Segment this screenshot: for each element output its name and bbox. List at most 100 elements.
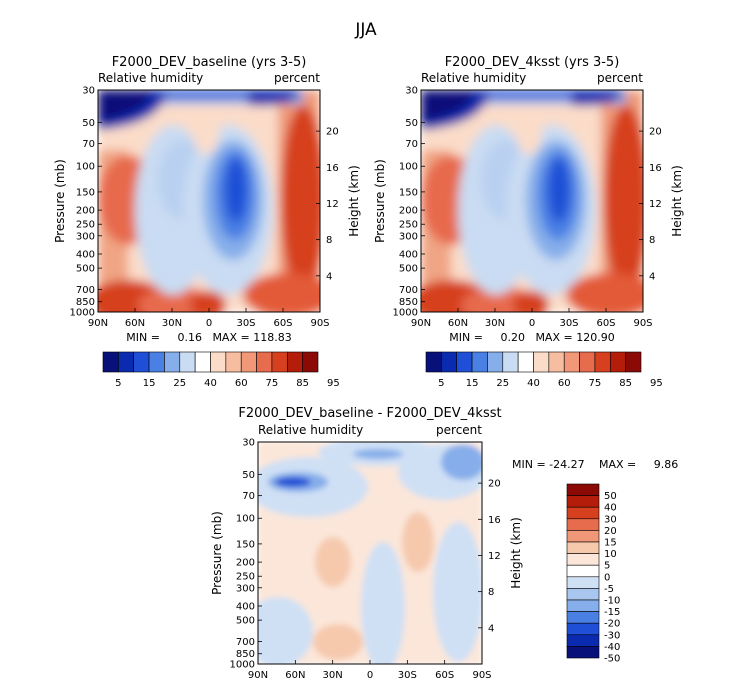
colorbar-swatch — [164, 351, 181, 373]
colorbar-label: 25 — [173, 378, 186, 389]
x-tick-label: 90N — [88, 318, 108, 329]
contour-field — [258, 442, 482, 664]
stats-max: MAX = 9.86 — [599, 458, 678, 471]
y-tick-label: 500 — [236, 616, 255, 627]
stats-text: MIN = 0.16 MAX = 118.83 — [126, 331, 291, 344]
y-right-tick-label: 4 — [488, 623, 494, 634]
y-tick-label: 200 — [76, 206, 95, 217]
colorbar-swatch — [594, 351, 611, 373]
variable-label: Relative humidity — [421, 71, 526, 85]
colorbar-label: 15 — [143, 378, 156, 389]
colorbar-label: 85 — [296, 378, 309, 389]
y-right-tick-label: 16 — [326, 163, 339, 174]
contour-field — [421, 90, 643, 312]
x-axis: 90N 60N 30N 0 30S 60S 90S — [88, 308, 330, 329]
colorbar-swatch — [566, 553, 600, 566]
panel-difference: F2000_DEV_baseline - F2000_DEV_4ksst Rel… — [210, 406, 678, 681]
colorbar-swatch — [517, 351, 534, 373]
colorbar-swatch — [502, 351, 519, 373]
colorbar-label: 75 — [589, 378, 602, 389]
y-tick-label: 30 — [82, 86, 95, 97]
colorbar-label: -40 — [604, 642, 620, 653]
y-axis-title: Pressure (mb) — [210, 511, 224, 595]
colorbar-label: 10 — [604, 549, 617, 560]
y-tick-label: 100 — [236, 514, 255, 525]
colorbar-swatch — [566, 611, 600, 624]
y-tick-label: 100 — [399, 162, 418, 173]
y-right-tick-label: 16 — [649, 163, 662, 174]
x-tick-label: 30N — [485, 318, 505, 329]
y-right-tick-label: 12 — [326, 199, 339, 210]
y-tick-label: 300 — [236, 583, 255, 594]
x-tick-label: 30S — [559, 318, 578, 329]
y-tick-label: 1000 — [230, 660, 255, 671]
colorbar: 5 15 25 40 60 75 85 95 — [425, 351, 663, 389]
colorbar-swatch — [179, 351, 196, 373]
y-tick-label: 400 — [76, 249, 95, 260]
colorbar-swatch — [471, 351, 488, 373]
x-tick-label: 30N — [162, 318, 182, 329]
colorbar-label: 85 — [619, 378, 632, 389]
y-tick-label: 200 — [399, 206, 418, 217]
colorbar-swatch — [566, 495, 600, 508]
y-axis-title: Pressure (mb) — [53, 159, 67, 243]
colorbar-label: -20 — [604, 619, 620, 630]
x-tick-label: 0 — [206, 318, 212, 329]
colorbar-label: -30 — [604, 630, 620, 641]
y-tick-label: 300 — [76, 231, 95, 242]
y-right-tick-label: 12 — [488, 551, 501, 562]
panel-title: F2000_DEV_baseline - F2000_DEV_4ksst — [238, 406, 501, 421]
colorbar-label: 5 — [115, 378, 121, 389]
x-tick-label: 90S — [472, 670, 491, 681]
y-tick-label: 700 — [399, 285, 418, 296]
y-tick-label: 150 — [236, 539, 255, 550]
colorbar-swatch — [210, 351, 227, 373]
y-tick-label: 850 — [76, 297, 95, 308]
colorbar-label: 40 — [527, 378, 540, 389]
y-tick-label: 250 — [76, 220, 95, 231]
x-tick-label: 90S — [633, 318, 652, 329]
y-tick-label: 100 — [76, 162, 95, 173]
colorbar-swatch — [256, 351, 273, 373]
x-tick-label: 60S — [596, 318, 615, 329]
panel-baseline: F2000_DEV_baseline (yrs 3-5) Relative hu… — [53, 55, 361, 389]
colorbar-swatch — [441, 351, 458, 373]
colorbar-swatch — [133, 351, 150, 373]
colorbar-swatch — [566, 530, 600, 543]
colorbar-swatch — [240, 351, 257, 373]
x-tick-label: 30N — [323, 670, 343, 681]
y-right-tick-label: 20 — [649, 127, 662, 138]
colorbar-swatch — [194, 351, 211, 373]
x-tick-label: 30S — [236, 318, 255, 329]
y-tick-label: 70 — [405, 139, 418, 150]
y-right-tick-label: 4 — [326, 271, 332, 282]
colorbar-label: 0 — [604, 572, 610, 583]
y-tick-label: 150 — [76, 187, 95, 198]
y-right-tick-label: 20 — [488, 479, 501, 490]
y-tick-label: 70 — [242, 491, 255, 502]
colorbar-label: 60 — [558, 378, 571, 389]
y-tick-label: 700 — [236, 637, 255, 648]
y-tick-label: 400 — [236, 601, 255, 612]
y-axis-right: 20 16 12 8 4 — [478, 479, 501, 634]
colorbar-swatch — [563, 351, 580, 373]
x-tick-label: 60N — [125, 318, 145, 329]
x-tick-label: 60S — [435, 670, 454, 681]
y-axis-right-title: Height (km) — [347, 165, 361, 236]
y-tick-label: 400 — [399, 249, 418, 260]
colorbar-swatch — [566, 576, 600, 589]
colorbar-swatch — [456, 351, 473, 373]
x-tick-label: 60S — [273, 318, 292, 329]
y-right-tick-label: 4 — [649, 271, 655, 282]
y-tick-label: 50 — [82, 118, 95, 129]
colorbar-label: 40 — [204, 378, 217, 389]
y-axis-right: 20 16 12 8 4 — [639, 127, 662, 282]
units-label: percent — [597, 71, 643, 85]
y-tick-label: 1000 — [393, 308, 418, 319]
colorbar-swatch — [625, 351, 642, 373]
colorbar-swatch — [609, 351, 626, 373]
